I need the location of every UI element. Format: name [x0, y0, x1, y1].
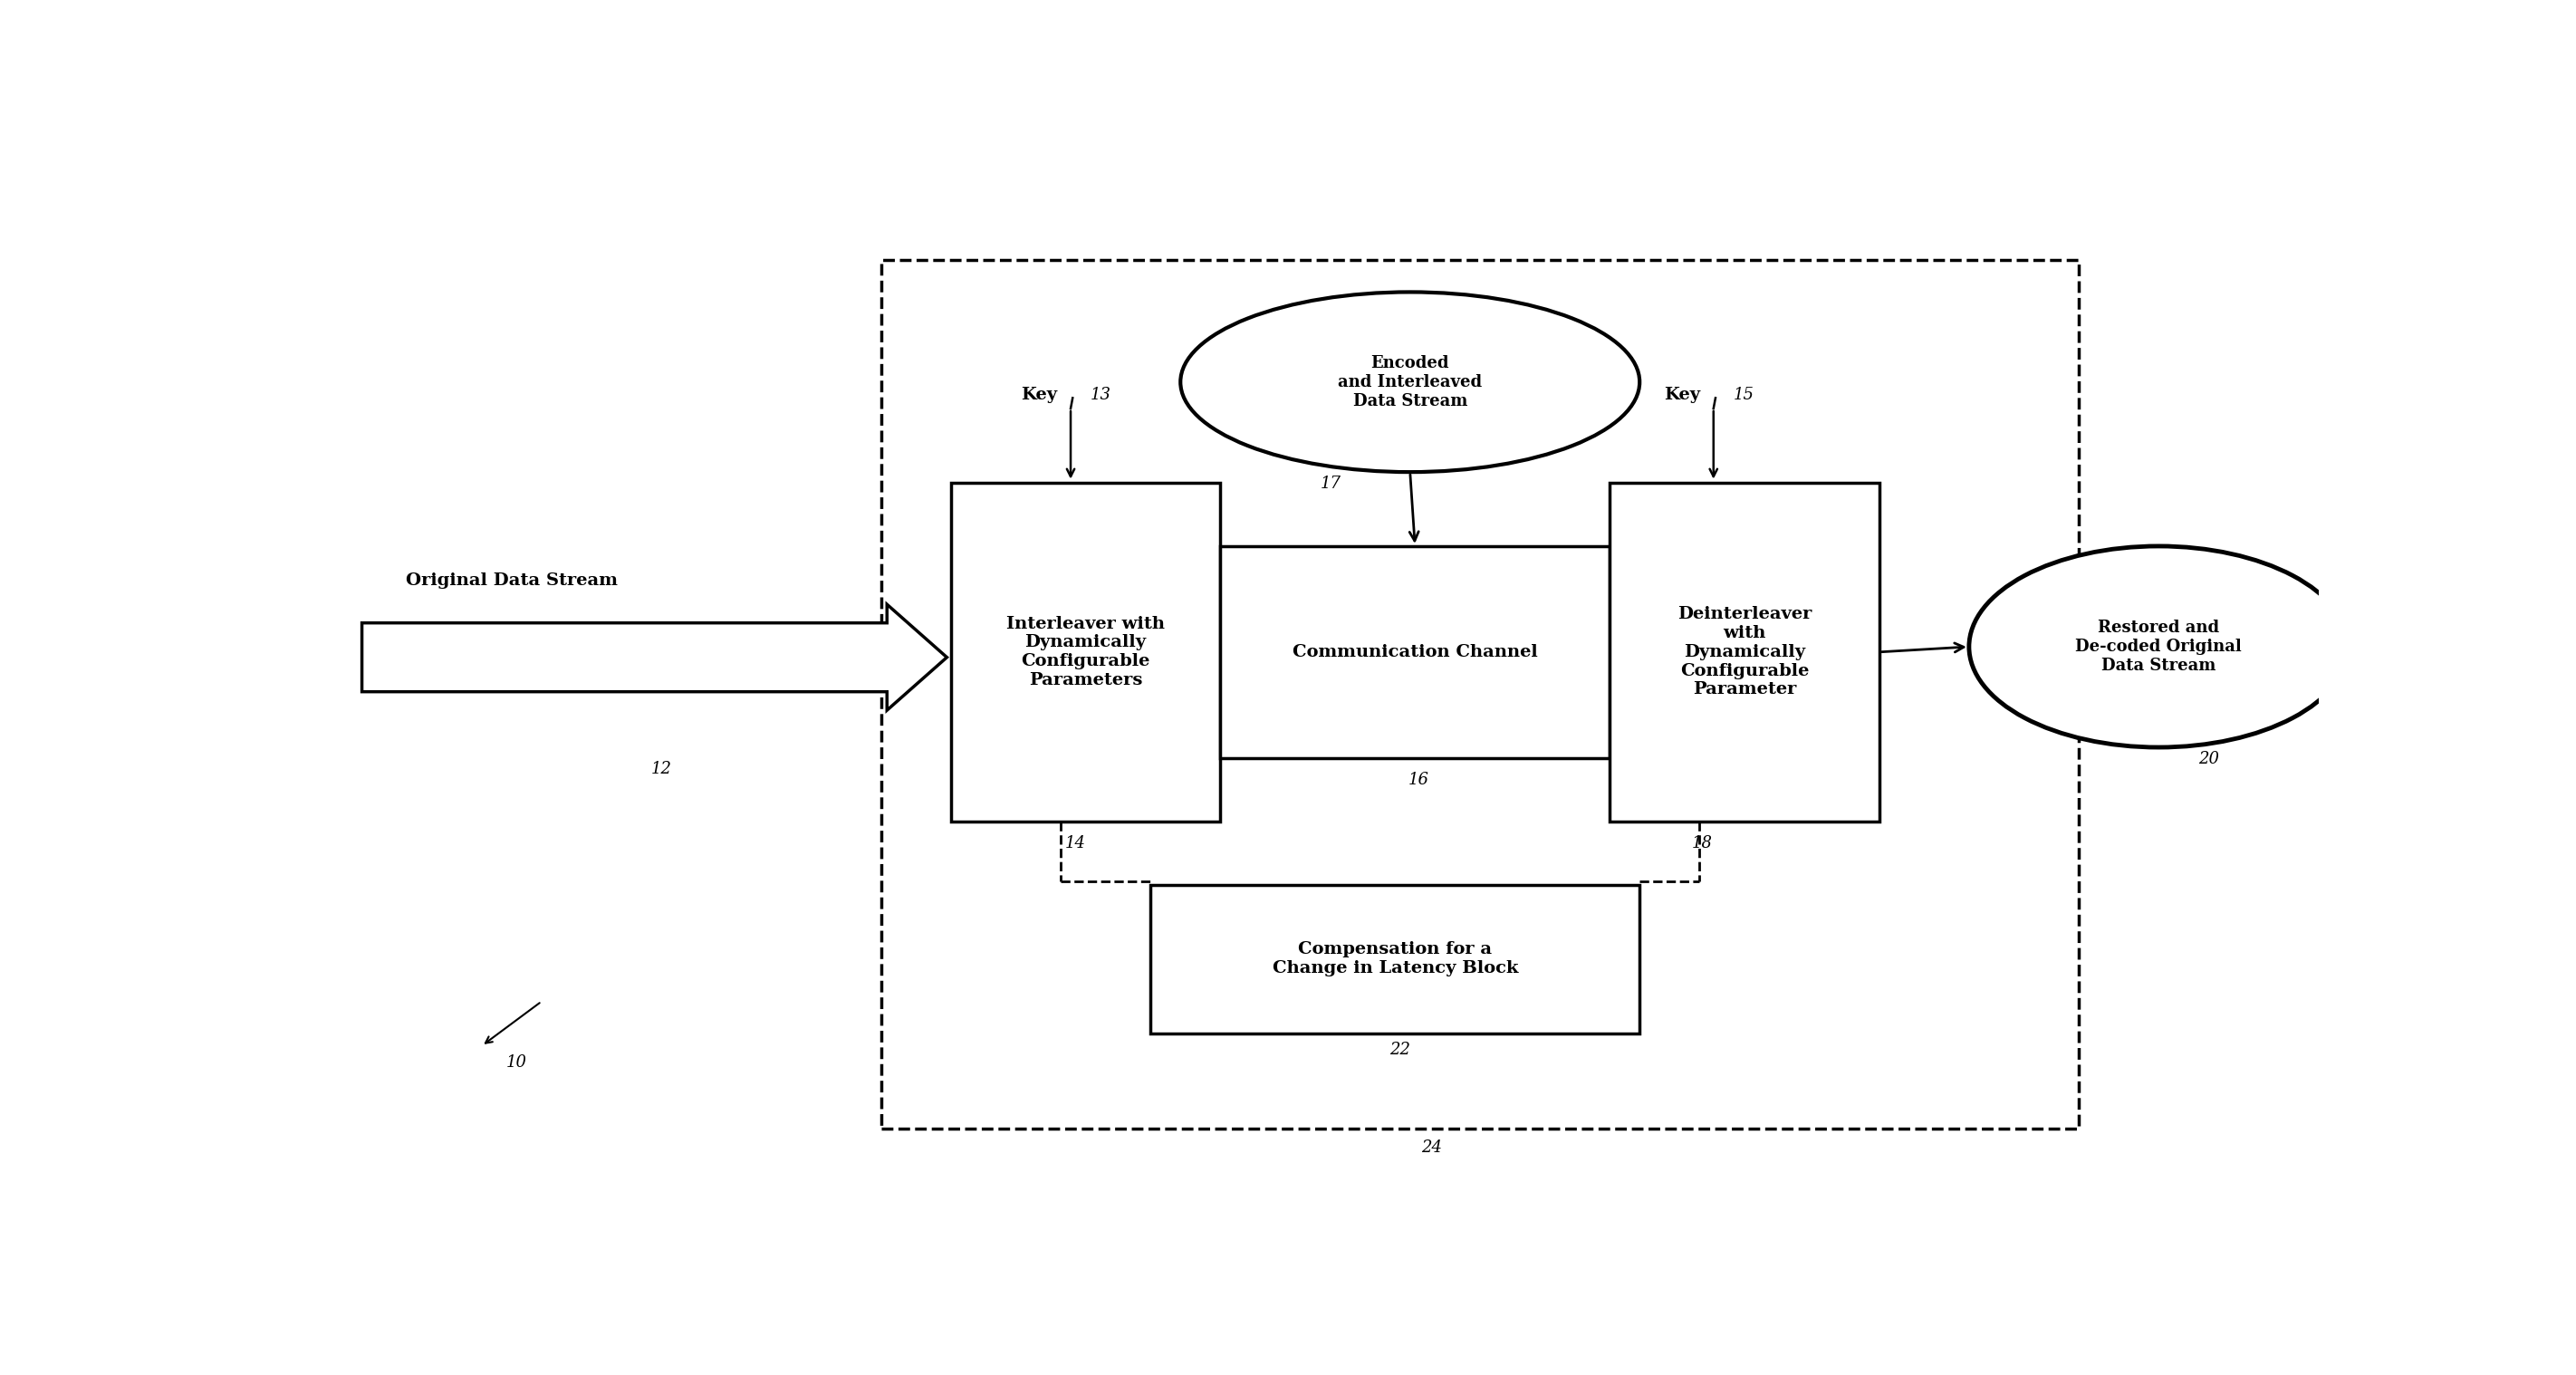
Text: 14: 14 [1064, 835, 1084, 851]
Text: 15: 15 [1734, 386, 1754, 403]
Bar [1151, 886, 1638, 1033]
Bar [881, 260, 2079, 1129]
Text: 10: 10 [505, 1055, 526, 1071]
Text: 13: 13 [1090, 386, 1110, 403]
Circle shape [1968, 546, 2349, 748]
Text: 24: 24 [1422, 1138, 1443, 1155]
Text: 12: 12 [652, 762, 672, 777]
Text: 20: 20 [2197, 751, 2218, 767]
Bar [1221, 546, 1610, 758]
Ellipse shape [1180, 292, 1641, 472]
Text: Key: Key [1664, 386, 1700, 403]
Text: 17: 17 [1319, 476, 1342, 491]
Text: 22: 22 [1388, 1042, 1412, 1057]
Text: Communication Channel: Communication Channel [1293, 644, 1538, 660]
Text: 16: 16 [1409, 771, 1430, 788]
Text: Encoded
and Interleaved
Data Stream: Encoded and Interleaved Data Stream [1337, 355, 1481, 408]
Text: Restored and
De-coded Original
Data Stream: Restored and De-coded Original Data Stre… [2076, 620, 2241, 674]
Bar [951, 483, 1221, 821]
Text: Interleaver with
Dynamically
Configurable
Parameters: Interleaver with Dynamically Configurabl… [1007, 616, 1164, 689]
Text: Original Data Stream: Original Data Stream [404, 572, 618, 588]
Bar [1610, 483, 1878, 821]
Text: Compensation for a
Change in Latency Block: Compensation for a Change in Latency Blo… [1273, 942, 1517, 976]
Text: Deinterleaver
with
Dynamically
Configurable
Parameter: Deinterleaver with Dynamically Configura… [1677, 606, 1811, 698]
Text: 18: 18 [1692, 835, 1713, 851]
Text: Key: Key [1020, 386, 1056, 403]
FancyArrow shape [361, 605, 948, 711]
